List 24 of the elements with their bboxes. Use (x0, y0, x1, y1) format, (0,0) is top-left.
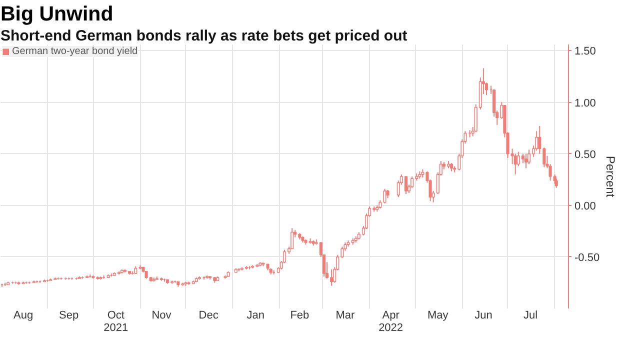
x-tick-label: Jun (474, 310, 492, 322)
chart-subtitle: Short-end German bonds rally as rate bets get priced out (0, 28, 408, 44)
candlestick (524, 153, 528, 169)
y-tick-label: 1.00 (574, 97, 596, 110)
y-tick-label: -0.50 (574, 252, 600, 264)
x-tick-label: Oct 2021 (104, 310, 128, 334)
x-tick-label: Feb (290, 310, 310, 322)
candlestick (527, 149, 531, 165)
chart-title: Big Unwind (0, 2, 114, 26)
x-tick-label: Sep (59, 310, 79, 322)
y-tick-label: 0.00 (574, 200, 596, 212)
x-tick-label: Dec (198, 310, 219, 322)
y-tick-label: 1.50 (574, 46, 596, 58)
x-tick-label: Nov (152, 310, 172, 322)
y-axis-title: Percent (604, 156, 618, 198)
x-tick-label: Jul (524, 310, 538, 322)
legend-label: German two-year bond yield (12, 46, 138, 57)
y-tick-label: 0.50 (574, 148, 596, 161)
candlestick (404, 176, 408, 195)
x-tick-label: May (428, 310, 449, 322)
x-tick-label: Aug (13, 310, 34, 322)
x-tick-label: Mar (336, 310, 356, 322)
x-tick-label: Apr 2022 (378, 310, 404, 334)
x-tick-label: Jan (246, 310, 265, 322)
